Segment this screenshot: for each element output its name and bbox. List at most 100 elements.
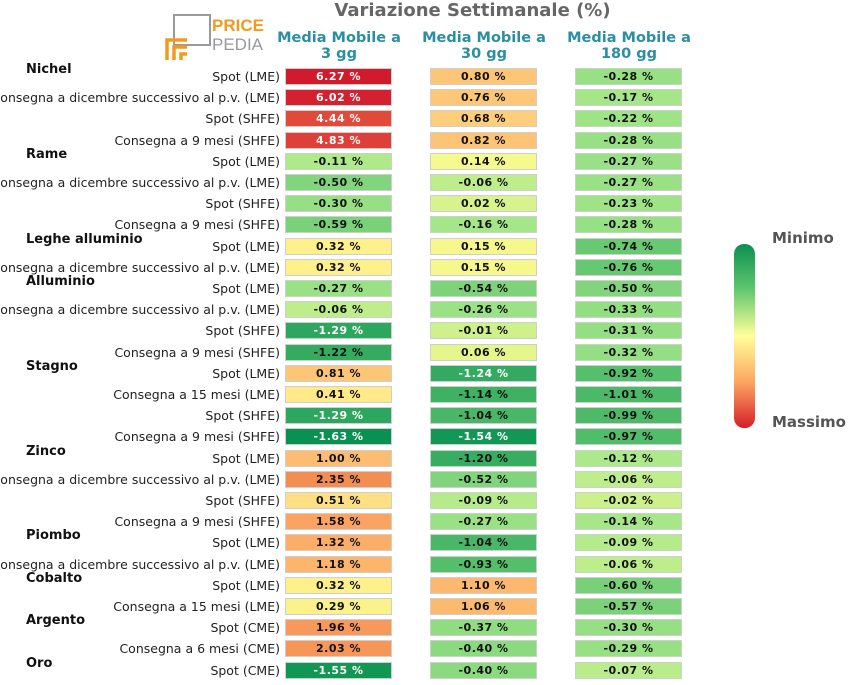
heatmap-cell: -0.28 % — [575, 68, 682, 85]
heatmap-cell: 4.83 % — [285, 131, 392, 149]
heatmap-cell: -0.50 % — [285, 174, 392, 191]
heatmap-cell: -1.54 % — [430, 428, 537, 446]
heatmap-cell: -0.28 % — [575, 216, 682, 234]
heatmap-cell: -0.09 % — [430, 492, 537, 509]
heatmap-cell: 0.41 % — [285, 386, 392, 403]
row-label: Consegna a dicembre successivo al p.v. (… — [0, 259, 280, 275]
logo-word-price: PRICE — [212, 16, 264, 35]
heatmap-cell: -1.63 % — [285, 428, 392, 446]
row-label: Consegna a 9 mesi (SHFE) — [114, 429, 280, 445]
group-label: Oro — [26, 655, 53, 671]
heatmap-cell: 0.02 % — [430, 195, 537, 213]
heatmap-cell: 6.27 % — [285, 68, 392, 85]
heatmap-cell: 0.15 % — [430, 237, 537, 255]
heatmap-cell: 1.96 % — [285, 619, 392, 637]
logo-word-pedia: PEDIA — [212, 35, 264, 54]
row-label: Consegna a 15 mesi (LME) — [113, 599, 280, 614]
column-header: Media Mobile a 30 gg — [414, 30, 554, 62]
heatmap-cell: 0.32 % — [285, 258, 392, 276]
row-label: Spot (LME) — [212, 535, 280, 551]
group-label: Leghe alluminio — [26, 231, 143, 247]
heatmap-cell: -0.27 % — [430, 513, 537, 531]
column-header: Media Mobile a 180 gg — [559, 30, 699, 62]
heatmap-cell: 2.03 % — [285, 640, 392, 658]
heatmap-cell: -0.27 % — [575, 152, 682, 170]
group-label: Argento — [26, 613, 85, 629]
row-label: Spot (CME) — [210, 620, 280, 636]
row-label: Consegna a 9 mesi (SHFE) — [114, 217, 280, 233]
heatmap-cell: -0.26 % — [430, 301, 537, 319]
column-header-line: 180 gg — [600, 46, 658, 62]
row-label: Consegna a 9 mesi (SHFE) — [114, 344, 280, 360]
heatmap-cell: -0.14 % — [575, 513, 682, 531]
heatmap-cell: -0.57 % — [575, 598, 682, 615]
row-label: Spot (SHFE) — [205, 408, 280, 424]
heatmap-cell: 6.02 % — [285, 89, 392, 107]
heatmap-cell: -1.29 % — [285, 322, 392, 340]
heatmap-cell: -0.32 % — [575, 343, 682, 361]
heatmap-cell: -0.27 % — [285, 280, 392, 297]
heatmap-cell: -0.59 % — [285, 216, 392, 234]
heatmap-cell: 0.81 % — [285, 364, 392, 382]
heatmap-cell: 1.06 % — [430, 598, 537, 615]
color-scale-legend — [734, 244, 755, 428]
heatmap-cell: 0.14 % — [430, 152, 537, 170]
column-header-line: Media Mobile a — [277, 30, 401, 46]
heatmap-cell: -1.24 % — [430, 364, 537, 382]
heatmap-cell: -0.02 % — [575, 492, 682, 509]
row-label: Spot (SHFE) — [205, 323, 280, 339]
heatmap-cell: 0.76 % — [430, 89, 537, 107]
row-label: Spot (LME) — [212, 153, 280, 169]
heatmap-cell: -0.22 % — [575, 110, 682, 128]
heatmap-cell: 0.80 % — [430, 68, 537, 85]
heatmap-cell: -0.33 % — [575, 301, 682, 319]
heatmap-cell: 1.00 % — [285, 449, 392, 467]
heatmap-cell: 0.68 % — [430, 110, 537, 128]
heatmap-cell: 0.06 % — [430, 343, 537, 361]
heatmap-cell: -0.28 % — [575, 131, 682, 149]
heatmap-cell: -1.55 % — [285, 661, 392, 679]
row-label: Consegna a dicembre successivo al p.v. (… — [0, 90, 280, 106]
group-label: Rame — [26, 146, 68, 162]
heatmap-cell: -0.37 % — [430, 619, 537, 637]
heatmap-cell: 4.44 % — [285, 110, 392, 128]
heatmap-cell: -0.06 % — [575, 470, 682, 488]
heatmap-cell: -0.40 % — [430, 661, 537, 679]
heatmap-cell: -0.12 % — [575, 449, 682, 467]
row-label: Spot (SHFE) — [205, 493, 280, 508]
heatmap-cell: -0.54 % — [430, 280, 537, 297]
heatmap-cell: 2.35 % — [285, 470, 392, 488]
heatmap-cell: -1.20 % — [430, 449, 537, 467]
heatmap-cell: 0.32 % — [285, 576, 392, 594]
heatmap-cell: -0.07 % — [575, 661, 682, 679]
row-label: Consegna a 15 mesi (LME) — [113, 387, 280, 402]
heatmap-cell: -0.29 % — [575, 640, 682, 658]
legend-min-label: Minimo — [772, 229, 834, 247]
pricepedia-logo: PRICE PEDIA — [165, 14, 264, 60]
heatmap-cell: -1.22 % — [285, 343, 392, 361]
heatmap-cell: -0.93 % — [430, 555, 537, 573]
heatmap-cell: -0.09 % — [575, 534, 682, 552]
heatmap-cell: -0.01 % — [430, 322, 537, 340]
row-label: Consegna a dicembre successivo al p.v. (… — [0, 471, 280, 487]
heatmap-cell: 0.15 % — [430, 258, 537, 276]
heatmap-cell: 1.32 % — [285, 534, 392, 552]
row-label: Spot (LME) — [212, 281, 280, 296]
group-label: Nichel — [26, 62, 72, 77]
legend-max-label: Massimo — [772, 413, 846, 431]
heatmap-cell: -0.16 % — [430, 216, 537, 234]
heatmap-cell: -1.04 % — [430, 407, 537, 425]
heatmap-cell: 1.10 % — [430, 576, 537, 594]
heatmap-cell: -0.30 % — [285, 195, 392, 213]
heatmap-cell: -1.29 % — [285, 407, 392, 425]
heatmap-cell: -0.76 % — [575, 258, 682, 276]
heatmap-cell: -0.92 % — [575, 364, 682, 382]
heatmap-cell: -1.01 % — [575, 386, 682, 403]
row-label: Consegna a 9 mesi (SHFE) — [114, 132, 280, 148]
row-label: Consegna a 6 mesi (CME) — [119, 641, 280, 657]
heatmap-cell: -0.97 % — [575, 428, 682, 446]
column-header-line: Media Mobile a — [567, 30, 691, 46]
heatmap-cell: -0.06 % — [430, 174, 537, 191]
heatmap-cell: -0.06 % — [575, 555, 682, 573]
